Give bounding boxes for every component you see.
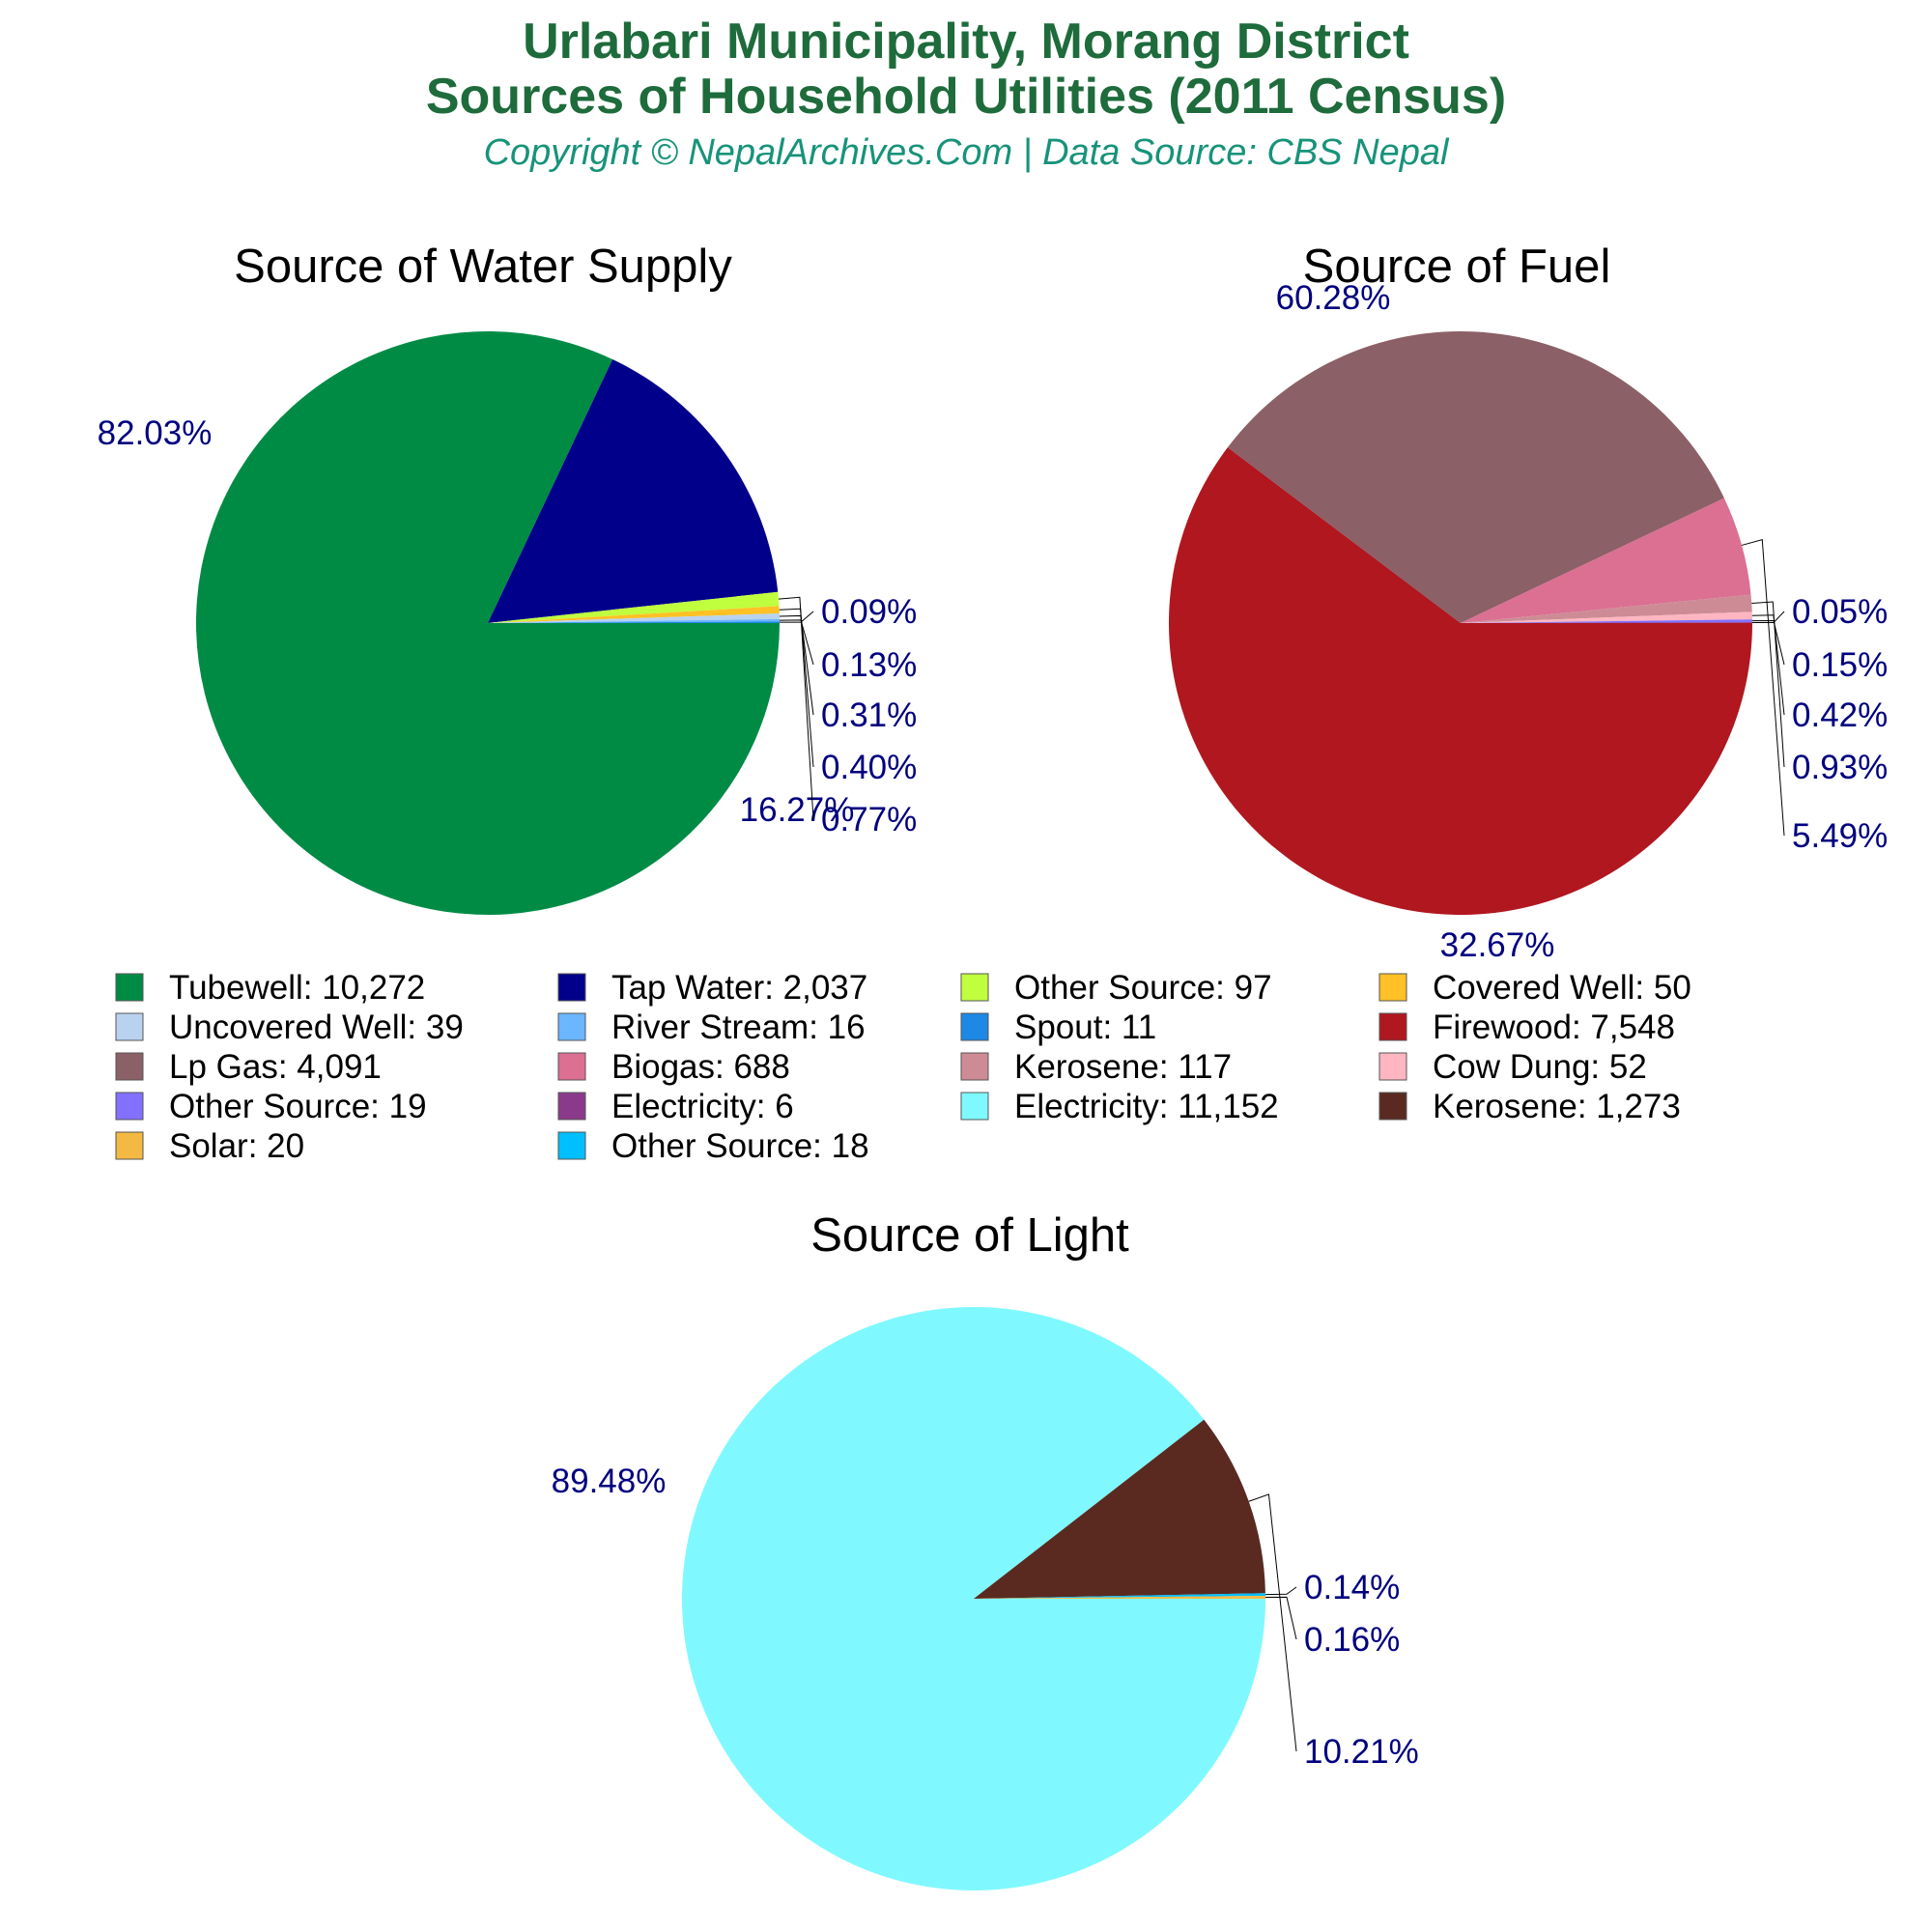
legend-swatch: [115, 973, 144, 1002]
legend-swatch: [115, 1092, 144, 1121]
pie-slice-label: 0.16%: [1304, 1621, 1400, 1659]
pie-slice-label: 0.15%: [1792, 646, 1888, 684]
pie-slice-other-source: [1461, 619, 1752, 623]
legend-item-label: Other Source: 97: [1014, 969, 1272, 1007]
legend-item-label: Firewood: 7,548: [1433, 1009, 1675, 1046]
legend-swatch: [1378, 1012, 1407, 1041]
legend-item-label: Other Source: 19: [169, 1088, 427, 1125]
legend-item-label: Cow Dung: 52: [1433, 1048, 1647, 1086]
leader-line: [779, 611, 814, 623]
pie-slice-firewood: [1169, 447, 1752, 916]
pie-slice-electricity: [1461, 622, 1753, 623]
leader-line: [779, 608, 814, 768]
pie-slice-label: 0.31%: [821, 696, 917, 734]
water-pie-title: Source of Water Supply: [234, 241, 732, 293]
legend: Tubewell: 10,272 Tap Water: 2,037 Other So…: [115, 969, 1691, 1165]
pie-slice-label: 89.48%: [552, 1463, 667, 1500]
pie-slice-lp-gas: [1227, 331, 1724, 623]
legend-swatch: [960, 973, 989, 1002]
pie-slice-label: 0.05%: [1792, 593, 1888, 631]
leader-line: [1751, 619, 1785, 666]
legend-swatch: [115, 1131, 144, 1160]
legend-swatch: [960, 1052, 989, 1081]
leader-line: [1751, 611, 1785, 624]
legend-swatch: [115, 1052, 144, 1081]
pie-slice-label: 0.09%: [821, 593, 917, 631]
legend-item-label: Electricity: 6: [611, 1088, 794, 1125]
legend-item-label: Solar: 20: [169, 1127, 304, 1165]
pie-slice-tubewell: [195, 331, 780, 916]
pie-slice-biogas: [1461, 497, 1751, 623]
chart-title-line2: Sources of Household Utilities (2011 Cen…: [426, 69, 1506, 125]
legend-item-label: River Stream: 16: [611, 1009, 866, 1046]
pie-slice-label: 5.49%: [1792, 817, 1888, 855]
pie-slice-solar: [974, 1595, 1265, 1599]
leader-line: [779, 614, 814, 716]
fuel-pie: 60.28% 32.67% 5.49% 0.93% 0.42% 0.15% 0.05%: [1169, 279, 1888, 964]
legend-item-label: Electricity: 11,152: [1014, 1088, 1279, 1125]
legend-swatch: [960, 1012, 989, 1041]
light-pie-title: Source of Light: [810, 1209, 1129, 1262]
pie-slice-cow-dung: [1461, 611, 1752, 623]
leader-line: [778, 596, 814, 820]
pie-slice-spout: [488, 621, 781, 623]
pie-slice-river-stream: [488, 618, 780, 623]
fuel-pie-title: Source of Fuel: [1303, 241, 1611, 293]
pie-slice-kerosene: [974, 1419, 1265, 1599]
legend-swatch: [557, 1131, 586, 1160]
chart-title-line1: Urlabari Municipality, Morang District: [523, 14, 1409, 70]
pie-slice-label: 0.13%: [821, 646, 917, 684]
leader-line: [1741, 538, 1785, 837]
pie-slice-label: 82.03%: [98, 414, 213, 452]
leader-line: [1751, 601, 1785, 768]
legend-item-label: Spout: 11: [1014, 1009, 1156, 1046]
leader-line: [1264, 1586, 1297, 1596]
pie-slice-tap-water: [488, 359, 779, 623]
legend-swatch: [557, 973, 586, 1002]
legend-swatch: [1378, 1052, 1407, 1081]
leader-line: [1248, 1493, 1297, 1752]
chart-subtitle: Copyright © NepalArchives.Com | Data Sou…: [484, 132, 1450, 173]
legend-item-label: Uncovered Well: 39: [169, 1009, 464, 1046]
pie-slice-other-source: [488, 591, 780, 623]
legend-swatch: [960, 1092, 989, 1121]
legend-swatch: [1378, 1092, 1407, 1121]
pie-slice-kerosene: [1461, 594, 1752, 623]
legend-swatch: [557, 1052, 586, 1081]
legend-item-label: Other Source: 18: [611, 1127, 869, 1165]
legend-item-label: Kerosene: 117: [1014, 1048, 1232, 1086]
leader-line: [1751, 614, 1785, 716]
legend-swatch: [557, 1092, 586, 1121]
pie-slice-covered-well: [488, 606, 780, 623]
light-pie: 89.48% 10.21% 0.14% 0.16%: [552, 1307, 1419, 1891]
pie-slice-label: 0.42%: [1792, 696, 1888, 734]
legend-item-label: Covered Well: 50: [1433, 969, 1691, 1007]
pie-slice-electricity: [682, 1307, 1265, 1891]
pie-slice-label: 16.27%: [740, 791, 855, 829]
legend-item-label: Tap Water: 2,037: [611, 969, 867, 1007]
leader-line: [779, 619, 814, 666]
legend-swatch: [115, 1012, 144, 1041]
legend-item-label: Kerosene: 1,273: [1433, 1088, 1681, 1125]
water-supply-pie: 82.03% 16.27%0.77% 0.40% 0.31% 0.13% 0.09%: [98, 331, 917, 916]
pie-slice-label: 0.93%: [1792, 749, 1888, 786]
pie-slice-label: 60.28%: [1276, 279, 1391, 317]
pie-slice-label: 10.21%: [1304, 1733, 1419, 1771]
leader-line: [1264, 1596, 1297, 1640]
pie-slice-label: 32.67%: [1440, 926, 1555, 964]
pie-slice-other-source: [974, 1593, 1265, 1599]
pie-slice-uncovered-well: [488, 613, 780, 623]
pie-slice-label: 0.14%: [1304, 1569, 1400, 1606]
pie-slice-label: 0.40%: [821, 749, 917, 786]
legend-item-label: Lp Gas: 4,091: [169, 1048, 382, 1086]
legend-item-label: Biogas: 688: [611, 1048, 790, 1086]
pie-slice-label: 0.77%: [821, 801, 917, 838]
legend-swatch: [1378, 973, 1407, 1002]
legend-item-label: Tubewell: 10,272: [169, 969, 425, 1007]
legend-swatch: [557, 1012, 586, 1041]
